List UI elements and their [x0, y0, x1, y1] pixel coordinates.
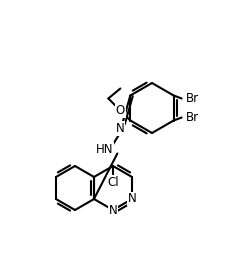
Text: O: O — [116, 104, 125, 117]
Text: N: N — [116, 122, 125, 135]
Text: HN: HN — [96, 143, 113, 156]
Text: Br: Br — [186, 92, 199, 105]
Text: Br: Br — [186, 111, 199, 124]
Text: N: N — [109, 203, 117, 216]
Text: N: N — [128, 193, 137, 205]
Text: Cl: Cl — [107, 176, 119, 188]
